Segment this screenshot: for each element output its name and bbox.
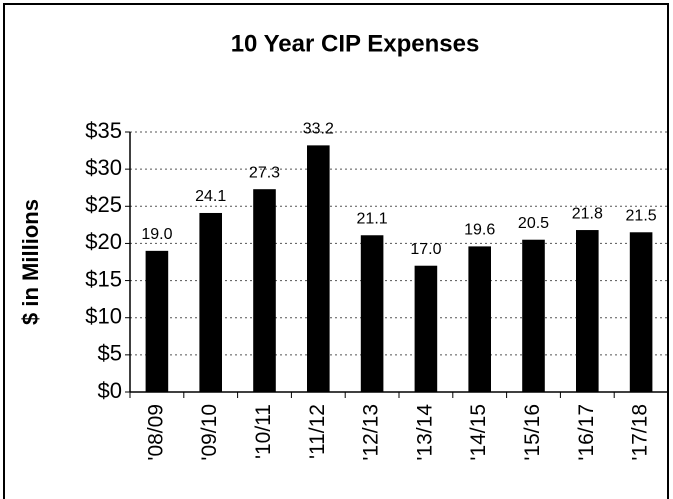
bar xyxy=(414,265,438,392)
bar xyxy=(199,212,222,392)
bar xyxy=(253,189,276,392)
x-tick-label: '12/13 xyxy=(360,404,383,461)
bar xyxy=(576,230,599,392)
y-tick-label: $10 xyxy=(85,304,122,329)
x-tick-label: '10/11 xyxy=(252,404,275,459)
y-axis-label: $ in Millions xyxy=(18,199,43,325)
bar xyxy=(629,232,653,392)
value-label: 20.5 xyxy=(518,215,549,232)
value-label: 21.8 xyxy=(572,205,603,222)
value-label: 17.0 xyxy=(410,241,441,258)
bar xyxy=(468,246,491,392)
x-tick-label: '08/09 xyxy=(144,404,167,461)
bar xyxy=(360,235,384,392)
x-tick-label: '16/17 xyxy=(575,404,598,461)
x-tick-label: '11/12 xyxy=(306,404,329,459)
y-tick-label: $0 xyxy=(98,378,122,403)
value-label: 27.3 xyxy=(249,164,280,181)
x-tick-label: '09/10 xyxy=(198,404,221,461)
chart-title: 10 Year CIP Expenses xyxy=(231,30,480,57)
y-tick-label: $5 xyxy=(98,341,122,366)
y-tick-label: $35 xyxy=(85,118,122,143)
y-tick-label: $30 xyxy=(85,155,122,180)
value-label: 19.6 xyxy=(464,222,495,239)
x-tick-label: '15/16 xyxy=(521,404,544,461)
x-tick-label: '14/15 xyxy=(467,404,490,461)
bar xyxy=(522,239,545,392)
x-tick-label: '13/14 xyxy=(413,404,436,461)
value-label: 33.2 xyxy=(303,121,334,138)
chart-frame xyxy=(3,3,669,499)
value-label: 24.1 xyxy=(195,188,226,205)
value-label: 21.1 xyxy=(357,210,388,227)
y-tick-label: $25 xyxy=(85,192,122,217)
x-tick-label: '17/18 xyxy=(629,404,652,461)
bar xyxy=(145,250,169,392)
y-tick-label: $15 xyxy=(85,266,122,291)
value-label: 19.0 xyxy=(141,226,172,243)
bar xyxy=(307,145,330,392)
y-tick-label: $20 xyxy=(85,229,122,254)
value-label: 21.5 xyxy=(626,208,657,225)
